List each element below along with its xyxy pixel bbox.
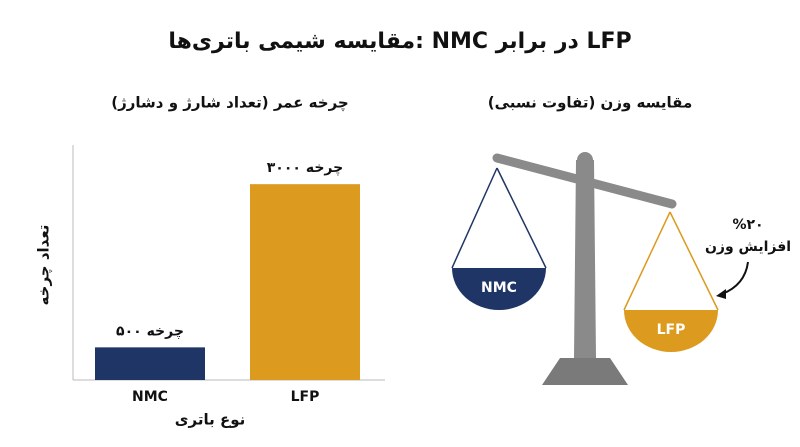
pan-label: LFP xyxy=(657,322,686,338)
bar xyxy=(95,347,205,380)
scale-title: مقایسه وزن (تفاوت نسبی) xyxy=(488,94,693,112)
x-axis-title: نوع باتری xyxy=(175,411,245,429)
pan-label: NMC xyxy=(481,280,517,296)
scale xyxy=(451,152,749,385)
page-title: مقایسه شیمی باتری‌ها: NMC در برابر LFP xyxy=(168,29,631,54)
chart-title: چرخه عمر (تعداد شارژ و دشارژ) xyxy=(111,94,348,113)
annotation: افزایش وزن xyxy=(705,239,791,255)
value-label: ۵۰۰ چرخه xyxy=(116,323,184,339)
y-axis-title: تعداد چرخه xyxy=(35,225,54,306)
annotation: %۲۰ xyxy=(732,217,763,233)
value-label: ۳۰۰۰ چرخه xyxy=(267,160,343,176)
x-tick-label: LFP xyxy=(291,389,320,405)
bar xyxy=(250,184,360,380)
x-tick-label: NMC xyxy=(132,389,168,405)
